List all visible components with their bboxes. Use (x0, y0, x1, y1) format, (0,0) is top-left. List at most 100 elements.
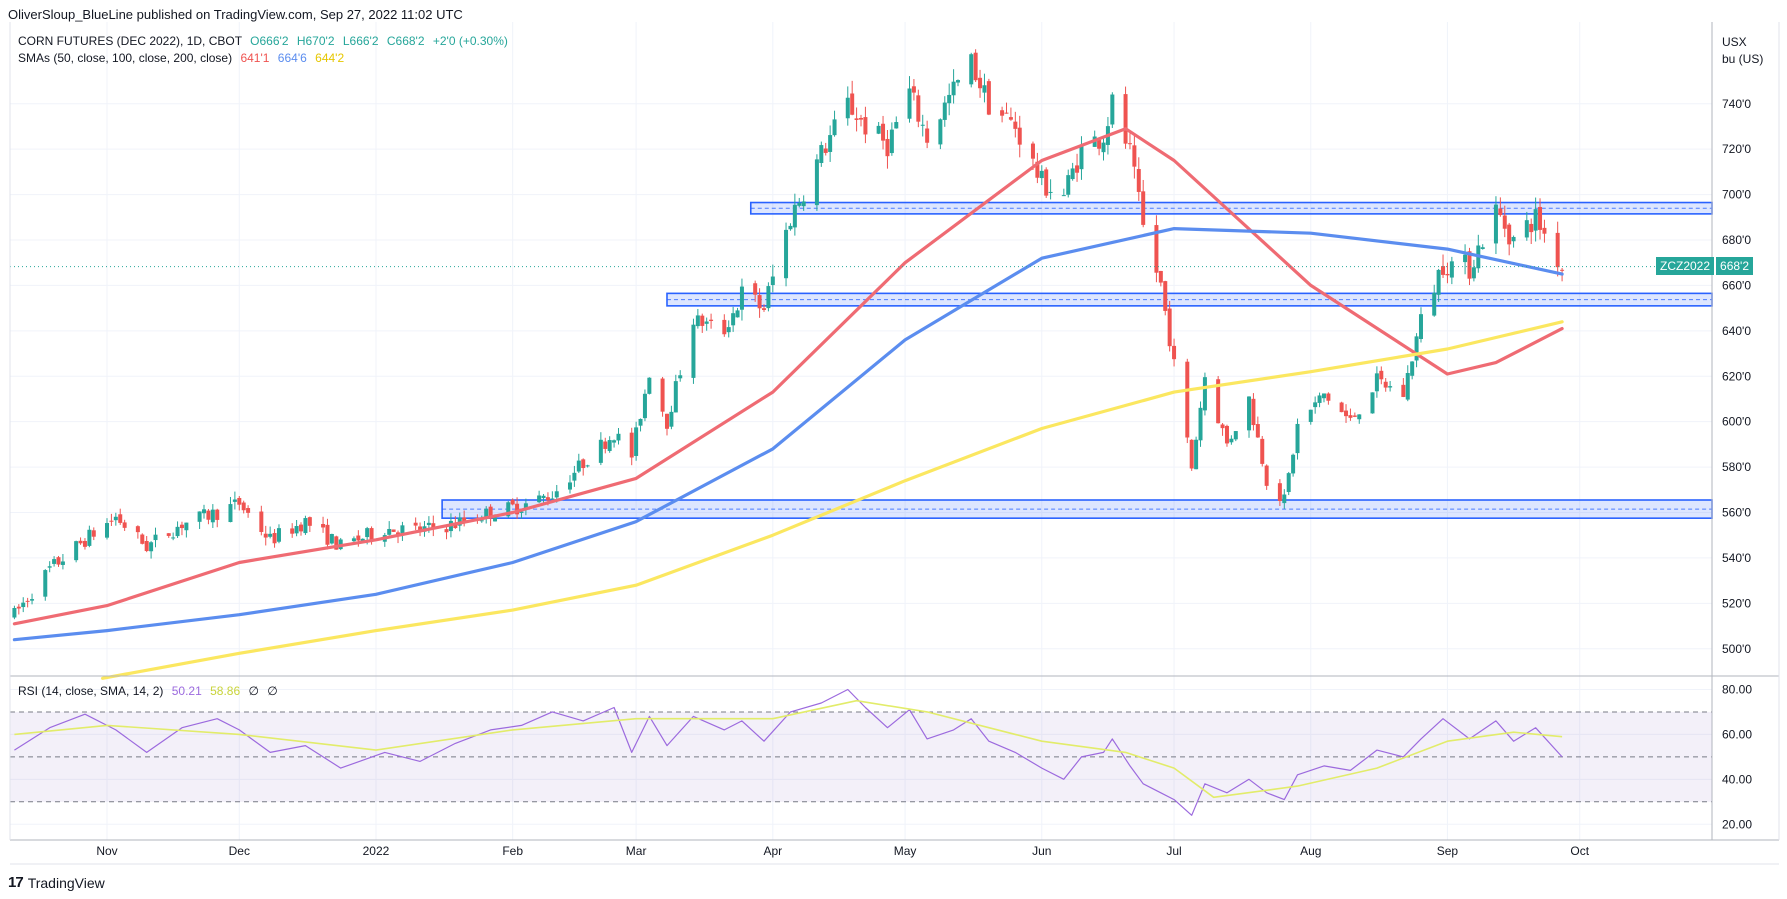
candle-down (1000, 110, 1005, 116)
candle-up (232, 499, 237, 502)
candle-down (91, 530, 96, 537)
sma-legend[interactable]: SMAs (50, close, 100, close, 200, close)… (18, 51, 344, 65)
candle-down (1326, 393, 1331, 401)
published-line: OliverSloup_BlueLine published on Tradin… (8, 7, 463, 22)
candle-up (792, 204, 797, 228)
candle-up (365, 528, 370, 538)
price-axis-labels[interactable]: 500'0 520'0 540'0 560'0 580'0 600'0 620'0 640'0… (1722, 97, 1751, 656)
candle-up (735, 310, 740, 318)
sma-line-sma-100 (12, 227, 1564, 642)
price-tick-label: 580'0 (1722, 460, 1751, 474)
candle-up (1048, 191, 1053, 193)
tradingview-brand[interactable]: 17 TradingView (8, 874, 105, 891)
candle-up (1533, 209, 1538, 231)
price-tick-label: 600'0 (1722, 415, 1751, 429)
candle-up (1198, 407, 1203, 441)
candle-down (1163, 281, 1168, 311)
candle-down (1172, 345, 1177, 360)
candle-down (1185, 361, 1190, 438)
candle-up (74, 541, 79, 561)
candle-up (894, 122, 899, 129)
current-symbol-label: ZCZ2022 (1656, 257, 1715, 275)
candle-up (1321, 393, 1326, 399)
candle-up (766, 286, 771, 309)
candle-down (664, 413, 669, 429)
brand-name: TradingView (27, 874, 105, 891)
candle-down (263, 533, 268, 538)
candle-up (1374, 373, 1379, 392)
candle-down (1035, 161, 1040, 178)
candle-down (973, 52, 978, 81)
candle-down (700, 315, 705, 326)
candle-up (576, 460, 581, 472)
candle-down (1216, 379, 1221, 424)
candle-down (325, 524, 330, 545)
candle-down (1445, 273, 1450, 276)
candle-down (1154, 225, 1159, 273)
price-tick-label: 520'0 (1722, 596, 1751, 610)
candle-up (1511, 236, 1516, 242)
candle-up (113, 516, 118, 521)
candle-up (819, 145, 824, 164)
candle-down (488, 506, 493, 519)
candle-down (603, 441, 608, 449)
candle-down (391, 529, 396, 532)
candle-down (307, 517, 312, 526)
candle-up (1388, 386, 1393, 388)
rsi-axis-labels[interactable]: 20.00 40.00 60.00 80.00 (1722, 682, 1752, 831)
grid-lines (10, 22, 1712, 840)
candle-down (660, 378, 665, 412)
candle-down (978, 77, 983, 89)
candle-down (1044, 169, 1049, 196)
time-axis-labels[interactable]: Nov Dec 2022 Feb Mar Apr May Jun Jul Aug Sep Oct (96, 844, 1589, 858)
rsi-legend[interactable]: RSI (14, close, SMA, 14, 2) 50.21 58.86 … (18, 684, 278, 698)
candle-up (541, 495, 546, 499)
price-tick-label: 660'0 (1722, 278, 1751, 292)
candle-up (691, 324, 696, 378)
price-unit: USX bu (US) (1722, 34, 1763, 68)
candle-up (153, 534, 158, 541)
candle-up (171, 537, 176, 539)
candle-down (444, 529, 449, 533)
candle-down (166, 533, 171, 536)
candle-down (431, 523, 436, 529)
candle-down (629, 432, 634, 458)
tradingview-logo-icon: 17 (8, 874, 24, 891)
candle-down (1097, 139, 1102, 149)
rsi-lines (14, 688, 1563, 816)
candle-down (709, 319, 714, 321)
candle-up (1061, 195, 1066, 197)
price-tick-label: 620'0 (1722, 369, 1751, 383)
sma200-value: 644'2 (315, 51, 345, 65)
candle-down (259, 511, 264, 532)
candle-down (1502, 215, 1507, 229)
symbol-legend[interactable]: CORN FUTURES (DEC 2022), 1D, CBOT O666'2… (18, 34, 508, 48)
candle-down (109, 520, 114, 522)
candle-down (369, 528, 374, 540)
current-price-label: 668'2 (1716, 257, 1754, 275)
candle-down (863, 117, 868, 135)
candle-up (947, 94, 952, 104)
price-tick-label: 640'0 (1722, 324, 1751, 338)
candle-down (1141, 191, 1146, 225)
candle-up (426, 522, 431, 525)
candle-up (400, 525, 405, 535)
price-tick-label: 680'0 (1722, 233, 1751, 247)
candle-down (1507, 224, 1512, 245)
candle-up (1039, 170, 1044, 179)
price-tick-label: 560'0 (1722, 506, 1751, 520)
candle-up (294, 526, 299, 534)
close-value: C668'2 (386, 34, 425, 48)
candle-down (25, 600, 30, 602)
candle-down (1132, 145, 1137, 167)
candle-up (788, 225, 793, 230)
candle-down (118, 514, 123, 523)
rsi-line-rsi-sma (14, 699, 1563, 799)
high-value: H670'2 (296, 34, 335, 48)
candle-up (634, 427, 639, 456)
price-tick-label: 720'0 (1722, 142, 1751, 156)
candle-down (135, 526, 140, 533)
time-tick-label: 2022 (363, 844, 390, 858)
time-tick-label: May (894, 844, 917, 858)
